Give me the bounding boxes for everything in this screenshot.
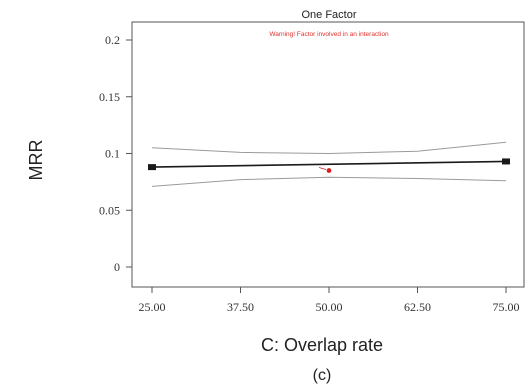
current-point-marker	[326, 168, 332, 173]
lower-band-line	[151, 176, 507, 187]
figure-caption: (c)	[313, 367, 332, 384]
warning-annotation: Warning! Factor involved in an interacti…	[269, 31, 389, 38]
y-axis-label: MRR	[26, 140, 46, 181]
chart-title: One Factor	[301, 9, 356, 21]
design-point	[502, 158, 510, 165]
x-tick-label: 75.00	[493, 300, 520, 314]
x-tick-label: 25.00	[139, 300, 166, 314]
upper-band-line	[151, 141, 507, 155]
y-tick-label: 0.1	[105, 147, 120, 161]
plot-frame	[131, 21, 525, 288]
x-axis-label: C: Overlap rate	[261, 335, 383, 355]
y-tick-label: 0.15	[99, 90, 120, 104]
marker-flag	[318, 167, 327, 170]
y-tick-label: 0.2	[105, 33, 120, 47]
design-point	[148, 164, 156, 171]
plot-area: 0 0.05 0.1 0.15 0.2 25.00 37.50 50.00 62.50 75.00	[99, 21, 525, 314]
y-tick-label: 0.05	[99, 203, 120, 217]
x-tick-label: 50.00	[316, 300, 343, 314]
y-tick-label: 0	[114, 260, 120, 274]
prediction-line	[151, 160, 507, 168]
x-tick-label: 37.50	[227, 300, 254, 314]
x-tick-label: 62.50	[404, 300, 431, 314]
